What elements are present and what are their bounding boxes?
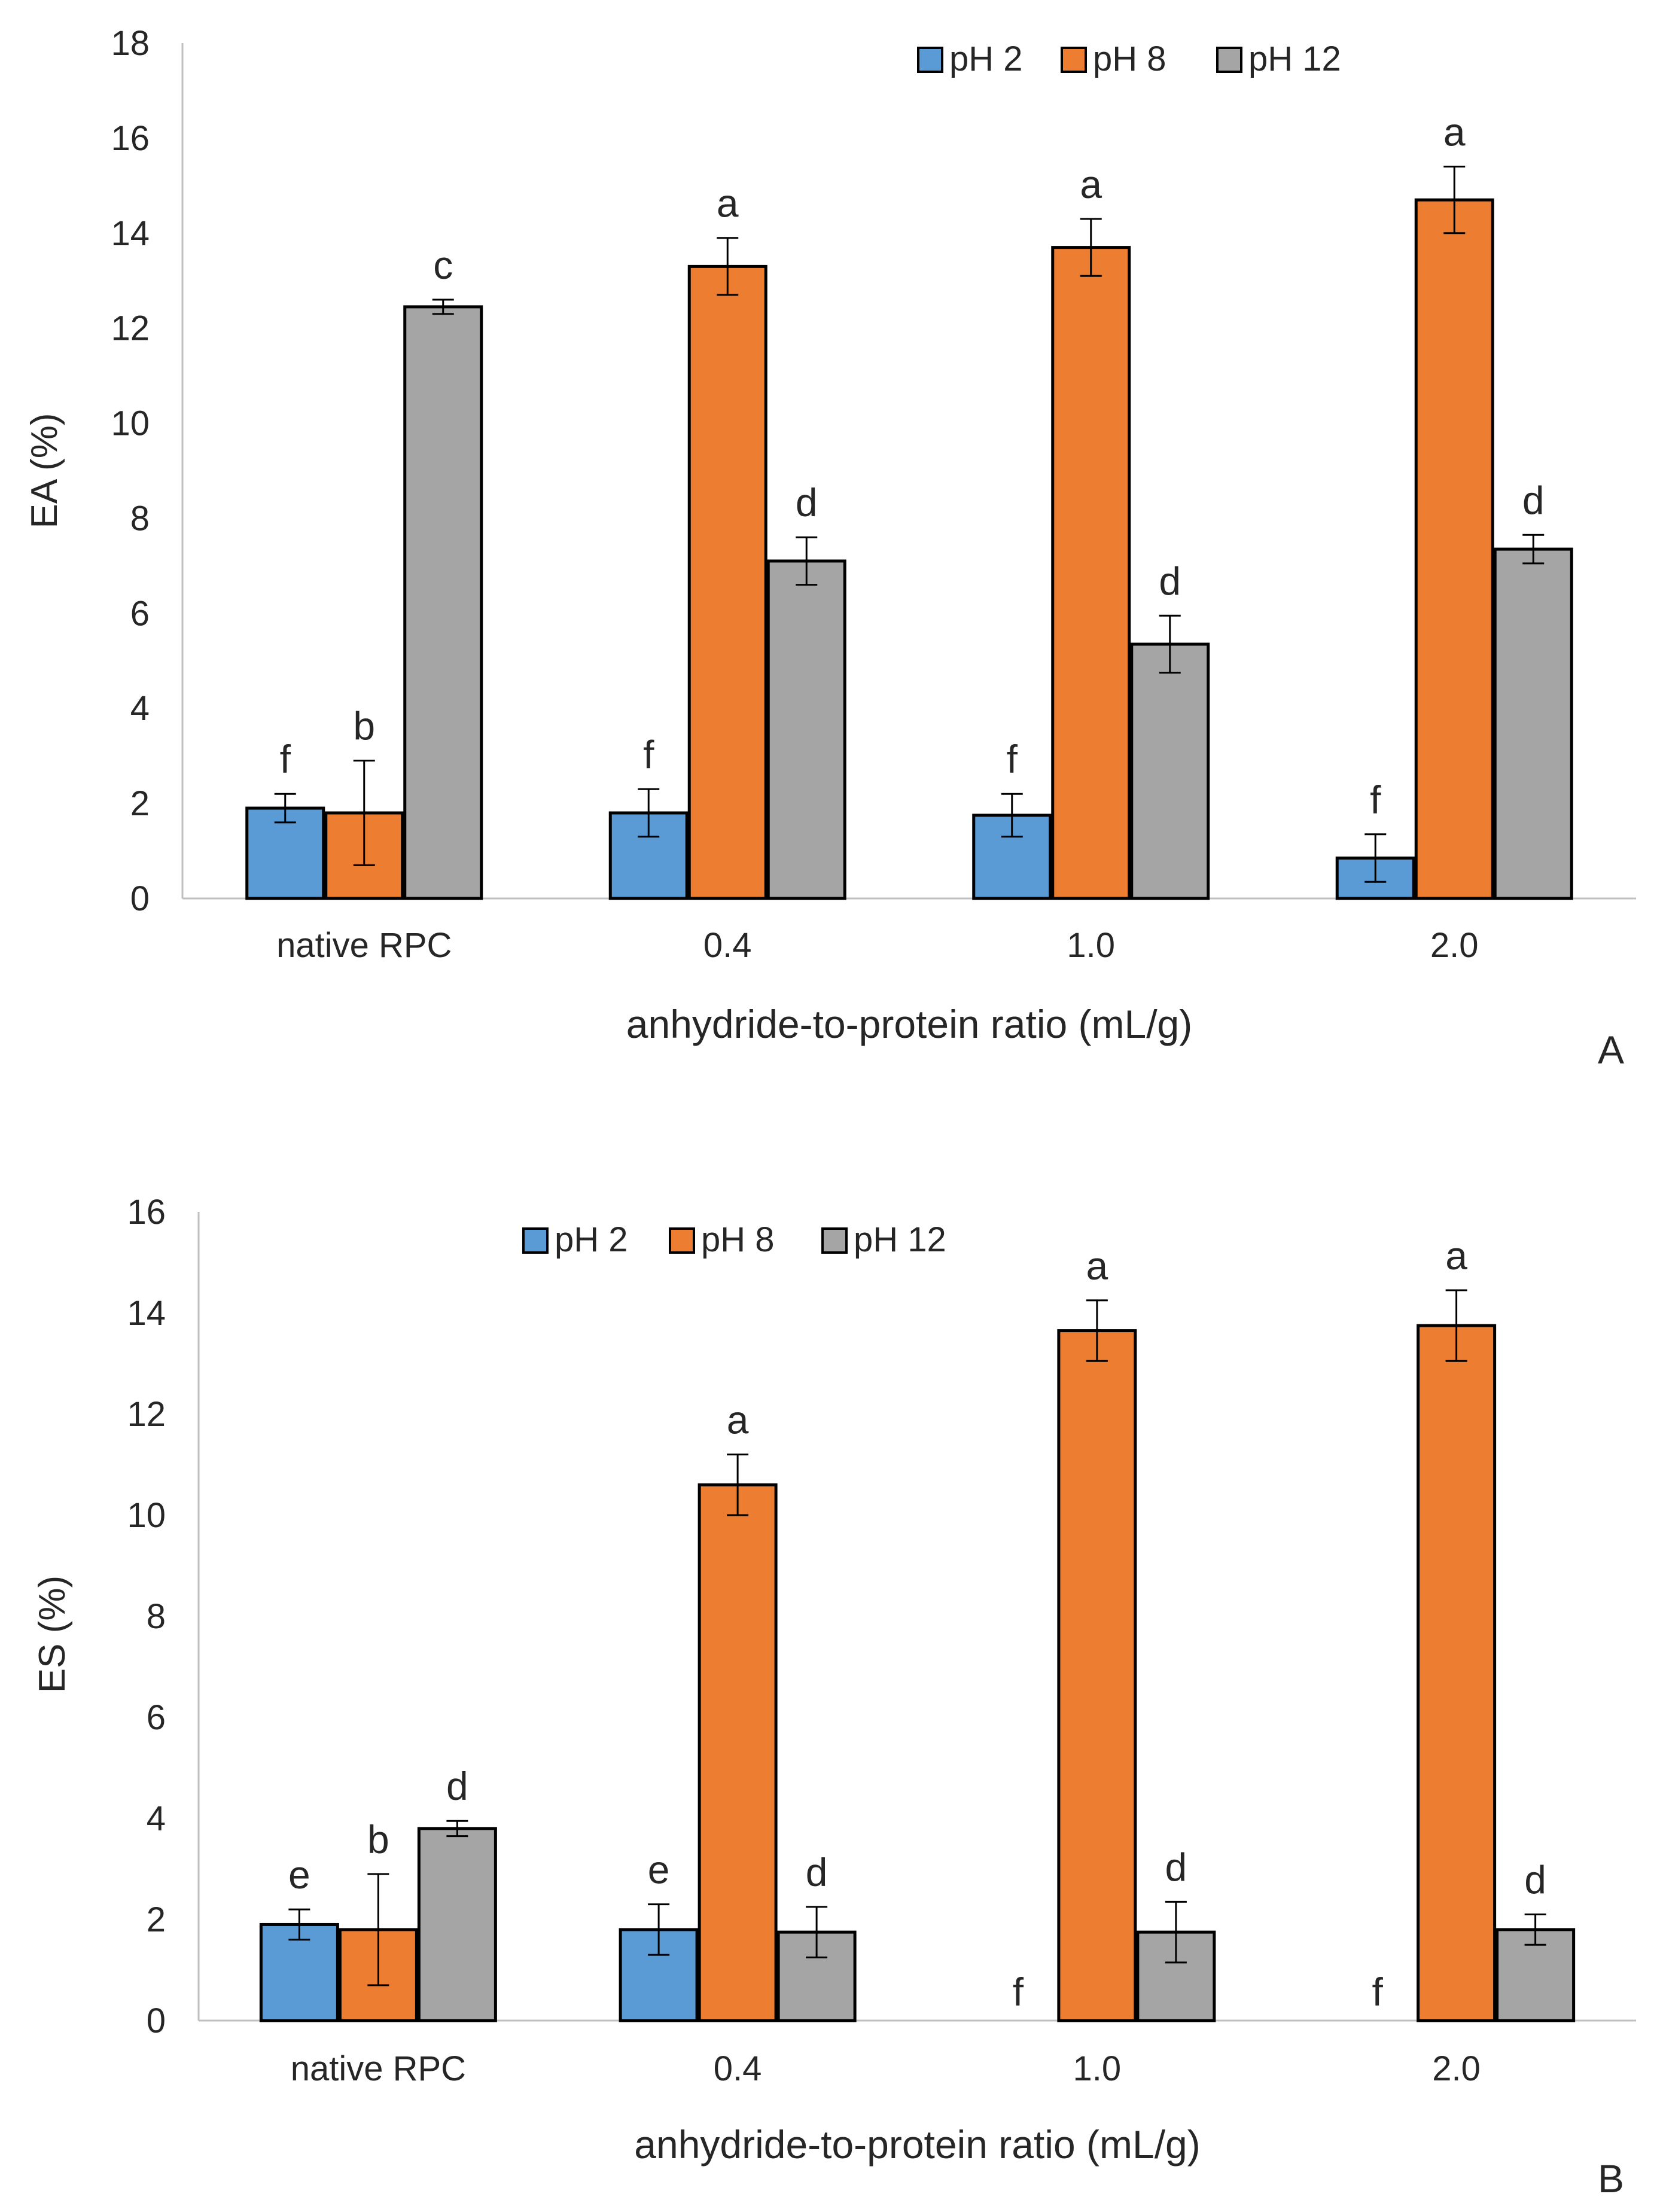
panel-b-significance-letter: d — [1165, 1845, 1187, 1889]
panel-b-legend-label: pH 12 — [854, 1220, 946, 1259]
panel-a-significance-letter: c — [433, 243, 453, 287]
panel-a-category-label: 1.0 — [1067, 926, 1115, 965]
panel-b-significance-letter: b — [367, 1817, 389, 1861]
panel-a-y-tick-label: 2 — [130, 784, 150, 823]
panel-a-bar-ph12 — [1130, 642, 1210, 900]
panel-b-y-tick-label: 6 — [147, 1698, 166, 1737]
panel-a-bar-ph12 — [766, 559, 846, 900]
panel-a-significance-letter: f — [1007, 737, 1018, 781]
panel-b-category-label: 2.0 — [1432, 2049, 1481, 2088]
panel-a-legend-swatch — [1216, 47, 1242, 73]
panel-b-y-tick-label: 4 — [147, 1799, 166, 1838]
panel-a-legend-swatch — [917, 47, 943, 73]
panel-b-significance-letter: a — [1445, 1233, 1467, 1278]
panel-b-category-label: native RPC — [291, 2049, 466, 2088]
panel-b-significance-letter: a — [1086, 1244, 1108, 1288]
panel-a-bar-ph12 — [403, 305, 483, 900]
panel-b-legend-swatch — [522, 1227, 549, 1254]
panel-b-significance-letter: d — [1524, 1858, 1546, 1902]
panel-a-significance-letter: f — [280, 737, 291, 781]
panel-a-y-tick-label: 8 — [130, 499, 150, 538]
panel-a-y-tick-label: 14 — [111, 214, 150, 253]
panel-a-y-tick-label: 6 — [130, 594, 150, 633]
panel-a-significance-letter: d — [796, 480, 818, 525]
panel-b-x-axis-label: anhydride-to-protein ratio (mL/g) — [634, 2122, 1200, 2167]
panel-a-bar-ph8 — [1051, 246, 1131, 900]
panel-b-bar-ph8 — [1057, 1329, 1137, 2022]
panel-a-significance-letter: a — [1080, 162, 1102, 206]
panel-b-bar-ph8 — [697, 1483, 778, 2022]
panel-b-category-label: 0.4 — [714, 2049, 762, 2088]
panel-a-significance-letter: f — [1370, 778, 1381, 822]
panel-a-y-tick-label: 16 — [111, 119, 150, 158]
panel-b-significance-letter: d — [806, 1850, 828, 1894]
panel-a-legend-label: pH 2 — [949, 39, 1023, 78]
panel-b-y-tick-label: 0 — [147, 2001, 166, 2040]
panel-a-y-tick-label: 4 — [130, 689, 150, 728]
panel-b-significance-letter: f — [1372, 1970, 1383, 2014]
panel-a-legend-label: pH 8 — [1093, 39, 1166, 78]
panel-b-category-label: 1.0 — [1073, 2049, 1122, 2088]
panel-a-legend-label: pH 12 — [1248, 39, 1341, 78]
panel-b-significance-letter: f — [1013, 1970, 1024, 2014]
panel-a-y-tick-label: 10 — [111, 404, 150, 443]
panel-a-significance-letter: d — [1159, 559, 1181, 603]
panel-a-y-tick-label: 0 — [130, 879, 150, 918]
panel-b-y-tick-label: 12 — [127, 1395, 166, 1434]
panel-a-y-tick-label: 12 — [111, 309, 150, 348]
panel-b-significance-letter: e — [288, 1853, 310, 1897]
panel-a-y-axis-label: EA (%) — [24, 413, 65, 529]
panel-b-bar-ph12 — [417, 1827, 497, 2022]
panel-b-chart: 0 2 4 6 8 10 12 14 16 ES (%) e b d native RPC e a d 0.4 f a… — [32, 1193, 1636, 2201]
panel-a-category-label: native RPC — [276, 926, 452, 965]
panel-b-legend-label: pH 2 — [555, 1220, 628, 1259]
panel-a-category-label: 0.4 — [703, 926, 752, 965]
panel-b-y-axis-label: ES (%) — [32, 1576, 73, 1693]
panel-a-category-label: 2.0 — [1430, 926, 1479, 965]
panel-a-bar-ph8 — [1414, 198, 1494, 900]
panel-b-significance-letter: a — [727, 1398, 749, 1442]
panel-b-y-tick-label: 14 — [127, 1294, 166, 1333]
panel-a-significance-letter: a — [1443, 110, 1466, 154]
panel-b-legend-swatch — [669, 1227, 695, 1254]
panel-a-x-axis-label: anhydride-to-protein ratio (mL/g) — [626, 1002, 1192, 1046]
panel-b-legend-swatch — [821, 1227, 848, 1254]
panel-b-y-tick-label: 2 — [147, 1900, 166, 1939]
panel-a-bar-ph12 — [1493, 547, 1573, 900]
panel-b-y-tick-label: 8 — [147, 1597, 166, 1636]
panel-a-bar-ph8 — [687, 264, 767, 900]
panel-a-significance-letter: f — [643, 732, 654, 776]
panel-a-significance-letter: a — [717, 181, 739, 226]
panel-b-legend-label: pH 8 — [701, 1220, 775, 1259]
panel-a-legend-swatch — [1061, 47, 1087, 73]
panel-a-significance-letter: b — [353, 704, 375, 748]
panel-a-chart: 0 2 4 6 8 10 12 14 16 18 EA (%) f b c native RPC f a d 0.4… — [24, 24, 1636, 1072]
panel-b-significance-letter: d — [446, 1764, 468, 1808]
panel-b-y-tick-label: 10 — [127, 1496, 166, 1535]
panel-b-significance-letter: e — [648, 1848, 670, 1892]
panel-b-bar-ph8 — [1417, 1324, 1497, 2022]
panel-a-significance-letter: d — [1522, 478, 1545, 522]
panel-a-panel-label: A — [1598, 1028, 1624, 1072]
panel-b-y-tick-label: 16 — [127, 1193, 166, 1232]
panel-a-y-tick-label: 18 — [111, 24, 150, 63]
panel-b-panel-label: B — [1598, 2156, 1624, 2201]
